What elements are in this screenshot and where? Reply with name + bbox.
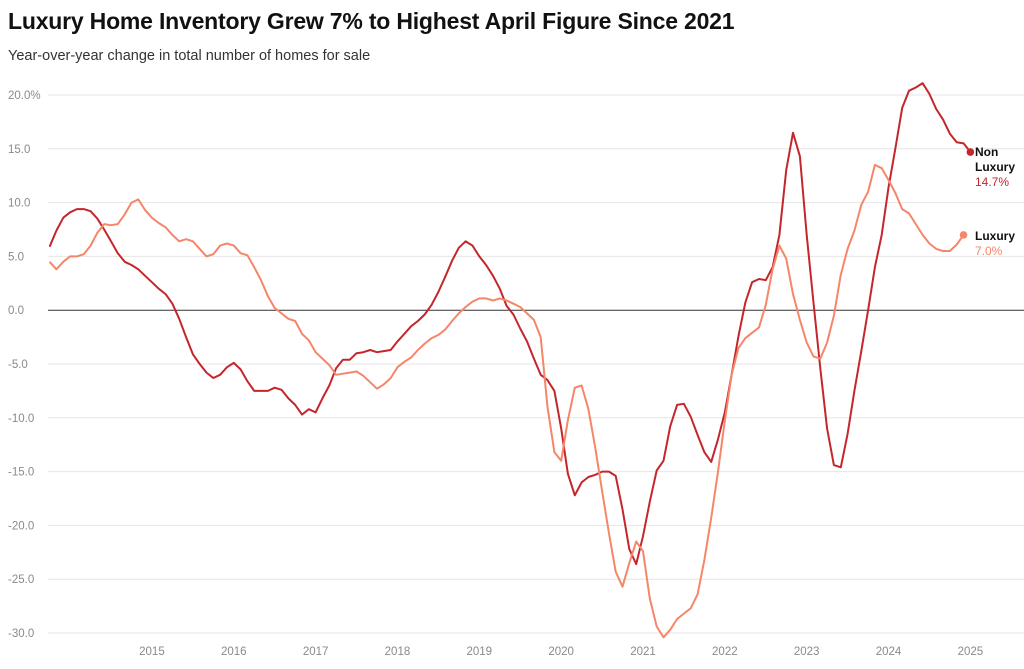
x-tick-label: 2016 bbox=[221, 646, 247, 658]
non-luxury-end-dot bbox=[966, 148, 975, 156]
luxury-end-dot bbox=[959, 231, 968, 239]
y-tick-label: -25.0 bbox=[8, 574, 34, 586]
y-tick-label: -15.0 bbox=[8, 467, 34, 479]
chart-subtitle: Year-over-year change in total number of… bbox=[8, 48, 371, 64]
x-axis-ticks: 2015 2016 2017 2018 2019 2020 2021 2022 2023 2024… bbox=[139, 646, 983, 658]
x-tick-label: 2020 bbox=[548, 646, 574, 658]
luxury-end-value: 7.0% bbox=[975, 244, 1003, 258]
y-tick-label: -10.0 bbox=[8, 413, 34, 425]
chart-title: Luxury Home Inventory Grew 7% to Highest… bbox=[8, 8, 735, 34]
y-axis-ticks: 20.0% 15.0 10.0 5.0 0.0 -5.0 -10.0 -15.0 -20.0 -2… bbox=[8, 90, 41, 640]
non-luxury-line bbox=[48, 82, 972, 566]
x-tick-label: 2023 bbox=[794, 646, 820, 658]
series-lines bbox=[48, 82, 975, 639]
y-tick-label: 15.0 bbox=[8, 144, 30, 156]
y-tick-label: 20.0% bbox=[8, 90, 41, 102]
non-luxury-label: Non bbox=[975, 145, 998, 159]
luxury-line bbox=[48, 163, 965, 639]
y-tick-label: 0.0 bbox=[8, 305, 24, 317]
luxury-label: Luxury bbox=[975, 229, 1015, 243]
non-luxury-label: Luxury bbox=[975, 160, 1015, 174]
y-tick-label: -30.0 bbox=[8, 628, 34, 640]
x-tick-label: 2017 bbox=[303, 646, 329, 658]
non-luxury-end-value: 14.7% bbox=[975, 175, 1009, 189]
y-tick-label: -20.0 bbox=[8, 520, 34, 532]
x-tick-label: 2019 bbox=[467, 646, 493, 658]
x-tick-label: 2021 bbox=[630, 646, 656, 658]
y-tick-label: 10.0 bbox=[8, 198, 30, 210]
y-tick-label: -5.0 bbox=[8, 359, 28, 371]
x-tick-label: 2018 bbox=[385, 646, 411, 658]
grid bbox=[48, 94, 1024, 634]
x-tick-label: 2022 bbox=[712, 646, 738, 658]
x-tick-label: 2015 bbox=[139, 646, 165, 658]
y-tick-label: 5.0 bbox=[8, 251, 24, 263]
x-tick-label: 2024 bbox=[876, 646, 902, 658]
x-tick-label: 2025 bbox=[958, 646, 984, 658]
